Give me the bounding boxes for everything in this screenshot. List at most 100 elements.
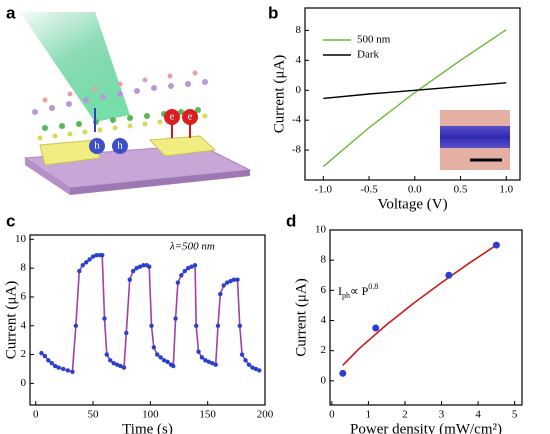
data-point <box>213 362 218 367</box>
data-point <box>185 265 191 271</box>
data-point <box>147 264 152 269</box>
data-line <box>322 29 507 168</box>
data-point <box>492 241 500 249</box>
y-tick-label: 2 <box>21 348 27 360</box>
inset-image <box>440 110 510 170</box>
y-axis-label: Current (μA) <box>271 55 287 133</box>
data-point <box>137 264 143 269</box>
data-point <box>179 273 184 278</box>
electron-label: e <box>188 111 193 123</box>
data-point <box>182 268 187 274</box>
data-point <box>87 257 92 262</box>
data-point <box>243 358 248 363</box>
y-tick-label: 2 <box>321 344 327 356</box>
data-point <box>100 252 105 258</box>
annotation-part: ph <box>342 291 350 300</box>
panel-label: d <box>286 211 296 230</box>
x-tick-label: 1.0 <box>499 184 513 196</box>
x-tick-label: 150 <box>199 409 216 421</box>
y-tick-label: 10 <box>315 224 327 236</box>
data-point <box>206 359 212 364</box>
data-point <box>80 263 85 268</box>
data-point <box>250 365 255 370</box>
x-tick-label: 0 <box>329 409 335 421</box>
y-tick-label: 10 <box>15 233 27 245</box>
data-point <box>158 355 163 360</box>
data-point <box>42 353 48 359</box>
data-point <box>165 359 170 364</box>
x-tick-label: 50 <box>88 409 100 421</box>
data-point <box>171 363 176 369</box>
annotation-part: I <box>338 284 342 298</box>
data-point <box>173 316 178 321</box>
data-point <box>118 363 123 369</box>
data-point <box>235 277 240 282</box>
x-tick-label: 3 <box>439 409 445 421</box>
data-point <box>102 316 107 321</box>
electron-label: e <box>170 111 175 123</box>
data-point <box>111 361 116 366</box>
data-point <box>53 363 58 369</box>
x-axis-label: Power density (mW/cm²) <box>350 421 502 434</box>
data-point <box>218 291 223 297</box>
data-line <box>342 244 497 366</box>
data-point <box>239 352 245 357</box>
data-point <box>189 264 194 269</box>
x-tick-label: 0 <box>33 409 39 421</box>
y-axis-label: Current (μA) <box>293 278 309 356</box>
data-point <box>130 268 136 274</box>
x-tick-label: 4 <box>475 409 481 421</box>
x-tick-label: 1 <box>366 409 372 421</box>
data-point <box>149 323 154 328</box>
x-axis-label: Time (s) <box>122 421 173 434</box>
data-point <box>65 368 71 373</box>
data-point <box>127 277 132 282</box>
data-point <box>231 277 237 282</box>
data-point <box>246 362 252 367</box>
x-tick-label: 0.5 <box>454 184 468 196</box>
data-point <box>70 369 75 375</box>
plot-frame <box>329 229 523 406</box>
plot-frame <box>29 234 266 406</box>
data-point <box>221 283 226 288</box>
data-point <box>114 362 120 367</box>
y-tick-label: 8 <box>296 24 302 36</box>
data-point <box>61 366 66 372</box>
data-point <box>155 352 160 357</box>
panel-label: c <box>6 211 15 230</box>
data-point <box>203 358 208 363</box>
x-tick-label: -0.5 <box>360 184 378 196</box>
data-point <box>194 323 199 328</box>
plot-frame <box>304 7 521 181</box>
legend-label: 500 nm <box>357 34 391 46</box>
y-tick-label: -8 <box>292 144 302 156</box>
data-point <box>161 358 167 363</box>
x-tick-label: 100 <box>142 409 159 421</box>
data-point <box>199 355 205 360</box>
x-tick-label: -1.0 <box>315 184 333 196</box>
y-axis-label: Current (μA) <box>3 281 19 359</box>
x-tick-label: 5 <box>512 409 518 421</box>
y-tick-label: 4 <box>296 54 302 66</box>
y-tick-label: 6 <box>321 284 327 296</box>
data-point <box>192 263 198 268</box>
data-point <box>339 369 347 377</box>
data-point <box>445 271 453 279</box>
x-tick-label: 200 <box>257 409 274 421</box>
data-point <box>196 349 201 354</box>
x-tick-label: 2 <box>402 409 408 421</box>
data-point <box>215 323 221 328</box>
data-point <box>124 330 129 336</box>
data-point <box>151 345 157 350</box>
y-tick-label: 4 <box>21 319 27 331</box>
data-line <box>323 82 507 100</box>
schematic: h h e e <box>20 12 252 195</box>
data-point <box>73 323 79 328</box>
annotation: Iph∝ P0.8 <box>338 282 378 300</box>
data-point <box>39 350 44 356</box>
data-point <box>253 366 259 372</box>
data-point <box>372 324 380 332</box>
data-point <box>83 260 89 265</box>
y-tick-label: 8 <box>321 254 327 266</box>
